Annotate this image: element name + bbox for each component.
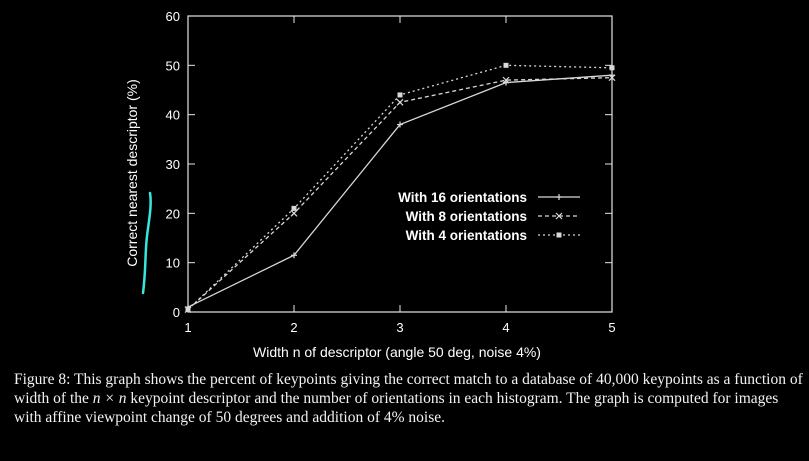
x-tick-label: 4 bbox=[502, 320, 509, 335]
series-1 bbox=[185, 72, 615, 311]
figure-caption: Figure 8: This graph shows the percent o… bbox=[14, 370, 804, 427]
legend-label: With 16 orientations bbox=[398, 190, 527, 205]
x-tick-label: 1 bbox=[184, 320, 191, 335]
data-point-b bbox=[502, 76, 510, 84]
x-axis-label: Width n of descriptor (angle 50 deg, noi… bbox=[253, 344, 541, 360]
legend-marker bbox=[556, 232, 562, 238]
data-point bbox=[185, 307, 191, 313]
caption-prefix: Figure 8: This graph shows the percent o… bbox=[14, 371, 803, 407]
y-tick-label: 60 bbox=[166, 9, 180, 24]
x-tick-label: 2 bbox=[290, 320, 297, 335]
series-3 bbox=[185, 62, 615, 313]
data-point bbox=[397, 92, 403, 98]
y-axis-label: Correct nearest descriptor (%) bbox=[124, 79, 140, 267]
handwritten-annotation-mark bbox=[141, 191, 152, 295]
y-tick-label: 0 bbox=[173, 305, 180, 320]
x-tick-label: 5 bbox=[608, 320, 615, 335]
data-point bbox=[609, 65, 615, 71]
axis-ticks: 0 10 20 30 40 50 60 1 2 3 4 5 bbox=[166, 9, 616, 335]
y-tick-label: 10 bbox=[166, 256, 180, 271]
data-point-b bbox=[396, 98, 404, 106]
series-lines bbox=[184, 62, 616, 313]
legend-label: With 4 orientations bbox=[406, 228, 527, 243]
x-tick-label: 3 bbox=[396, 320, 403, 335]
y-tick-label: 40 bbox=[166, 108, 180, 123]
legend-marker-b bbox=[555, 212, 563, 220]
y-tick-label: 50 bbox=[166, 58, 180, 73]
plot-area-border bbox=[187, 15, 613, 313]
data-point-b bbox=[290, 209, 298, 217]
y-tick-label: 30 bbox=[166, 157, 180, 172]
plot-frame bbox=[187, 15, 613, 313]
data-point bbox=[291, 205, 297, 211]
caption-suffix: keypoint descriptor and the number of or… bbox=[14, 390, 779, 426]
data-point-b bbox=[608, 74, 616, 82]
legend: With 16 orientations With 8 orientations W… bbox=[398, 190, 580, 243]
legend-label: With 8 orientations bbox=[406, 209, 527, 224]
y-tick-label: 20 bbox=[166, 206, 180, 221]
caption-math: n × n bbox=[92, 390, 127, 407]
data-point bbox=[503, 62, 509, 68]
